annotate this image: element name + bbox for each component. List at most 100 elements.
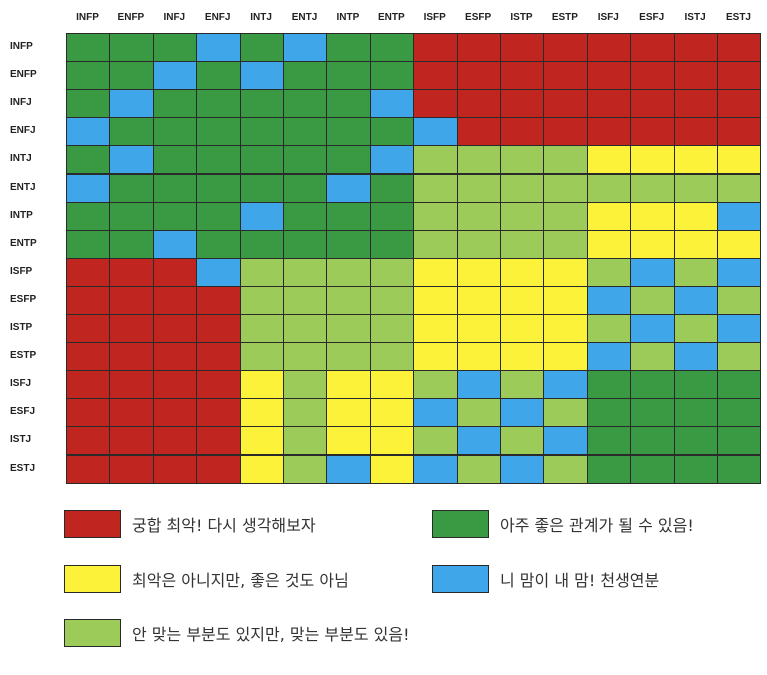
matrix-cell — [369, 285, 415, 315]
matrix-cell — [283, 314, 328, 344]
legend-label: 최악은 아니지만, 좋은 것도 아님 — [132, 571, 349, 590]
matrix-cell — [413, 89, 458, 119]
matrix-cell — [283, 89, 328, 119]
matrix-cell — [369, 201, 415, 231]
matrix-cell — [109, 426, 154, 456]
column-label: ENFJ — [204, 12, 231, 23]
matrix-cell — [717, 145, 762, 175]
legend-swatch — [432, 565, 489, 593]
matrix-cell — [717, 285, 762, 315]
matrix-cell — [500, 61, 545, 91]
matrix-cell — [239, 89, 284, 119]
matrix-cell — [283, 173, 328, 203]
matrix-cell — [326, 285, 371, 315]
matrix-cell — [109, 61, 154, 91]
matrix-cell — [717, 342, 762, 372]
column-label: INFP — [76, 12, 99, 23]
matrix-cell — [673, 33, 718, 63]
matrix-cell — [152, 89, 198, 119]
matrix-cell — [413, 454, 458, 484]
row-label: ENFJ — [10, 125, 36, 137]
matrix-cell — [543, 117, 588, 147]
matrix-cell — [283, 426, 328, 456]
matrix-cell — [369, 229, 415, 259]
matrix-cell — [673, 89, 718, 119]
matrix-cell — [196, 229, 241, 259]
matrix-cell — [586, 229, 632, 259]
row-label: ESTP — [10, 350, 37, 362]
legend-label: 안 맞는 부분도 있지만, 맞는 부분도 있음! — [132, 625, 410, 644]
matrix-cell — [413, 229, 458, 259]
matrix-cell — [673, 229, 718, 259]
row-label: ENTP — [10, 237, 37, 249]
matrix-cell — [630, 61, 675, 91]
matrix-cell — [283, 201, 328, 231]
matrix-cell — [630, 117, 675, 147]
legend-label: 니 맘이 내 맘! 천생연분 — [500, 571, 660, 590]
matrix-cell — [456, 370, 501, 400]
matrix-cell — [369, 33, 415, 63]
matrix-cell — [152, 398, 198, 428]
matrix-cell — [283, 342, 328, 372]
column-label: ESTJ — [725, 12, 751, 23]
column-label: INTJ — [250, 12, 272, 23]
matrix-cell — [239, 117, 284, 147]
matrix-cell — [152, 61, 198, 91]
matrix-cell — [673, 285, 718, 315]
matrix-cell — [630, 370, 675, 400]
matrix-cell — [196, 285, 241, 315]
matrix-cell — [239, 285, 284, 315]
matrix-cell — [456, 117, 501, 147]
row-label: ESFJ — [10, 406, 36, 418]
row-label: ISTJ — [10, 434, 32, 446]
matrix-cell — [586, 173, 632, 203]
column-label: ISFP — [423, 12, 446, 23]
matrix-cell — [152, 285, 198, 315]
matrix-cell — [500, 201, 545, 231]
matrix-cell — [586, 145, 632, 175]
matrix-cell — [152, 117, 198, 147]
matrix-cell — [500, 285, 545, 315]
matrix-cell — [369, 370, 415, 400]
matrix-cell — [500, 173, 545, 203]
matrix-cell — [326, 145, 371, 175]
matrix-cell — [109, 285, 154, 315]
matrix-cell — [66, 342, 111, 372]
matrix-cell — [586, 117, 632, 147]
matrix-cell — [283, 229, 328, 259]
matrix-cell — [500, 89, 545, 119]
matrix-cell — [326, 229, 371, 259]
matrix-cell — [413, 398, 458, 428]
matrix-cell — [152, 33, 198, 63]
matrix-cell — [500, 398, 545, 428]
matrix-cell — [413, 117, 458, 147]
matrix-cell — [326, 454, 371, 484]
matrix-cell — [326, 314, 371, 344]
matrix-cell — [456, 145, 501, 175]
matrix-cell — [369, 398, 415, 428]
row-label: ESFP — [10, 293, 37, 305]
legend-swatch — [64, 565, 121, 593]
matrix-cell — [369, 61, 415, 91]
matrix-cell — [500, 342, 545, 372]
matrix-cell — [196, 426, 241, 456]
legend-item: 궁합 최악! 다시 생각해보자 — [64, 510, 316, 538]
matrix-cell — [326, 398, 371, 428]
matrix-cell — [673, 314, 718, 344]
matrix-cell — [369, 173, 415, 203]
matrix-cell — [196, 145, 241, 175]
matrix-cell — [717, 314, 762, 344]
matrix-cell — [369, 342, 415, 372]
row-label: INTJ — [10, 153, 32, 165]
matrix-cell — [543, 454, 588, 484]
matrix-cell — [66, 454, 111, 484]
matrix-cell — [152, 145, 198, 175]
row-label: ISFP — [10, 265, 33, 277]
matrix-cell — [152, 314, 198, 344]
matrix-cell — [673, 173, 718, 203]
matrix-cell — [456, 426, 501, 456]
row-label: ENTJ — [10, 181, 36, 193]
matrix-cell — [717, 33, 762, 63]
column-label: ESFP — [465, 12, 492, 23]
matrix-cell — [543, 173, 588, 203]
